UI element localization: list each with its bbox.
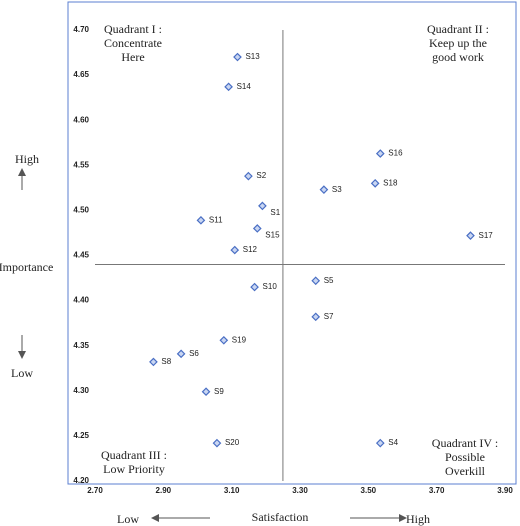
point bbox=[196, 215, 206, 225]
point bbox=[233, 52, 242, 62]
point-label: S14 bbox=[237, 82, 252, 91]
y-tick-label: 4.40 bbox=[73, 296, 89, 305]
point bbox=[149, 357, 158, 367]
point bbox=[466, 231, 475, 241]
y-tick-label: 4.35 bbox=[73, 341, 89, 350]
point bbox=[370, 178, 380, 188]
x-tick-label: 2.70 bbox=[87, 486, 103, 495]
point-label: S12 bbox=[243, 245, 258, 254]
point bbox=[311, 276, 321, 286]
y-low: Low bbox=[11, 366, 33, 380]
point bbox=[224, 82, 233, 92]
y-tick-label: 4.25 bbox=[73, 431, 89, 440]
point-label: S2 bbox=[256, 171, 266, 180]
quadrant-label: Low Priority bbox=[103, 462, 165, 476]
point-label: S10 bbox=[263, 282, 278, 291]
point-label: S4 bbox=[388, 438, 398, 447]
x-tick-label: 2.90 bbox=[156, 486, 172, 495]
point-label: S16 bbox=[388, 149, 403, 158]
quadrant-label: Quadrant IV : bbox=[432, 436, 498, 450]
point bbox=[250, 282, 259, 292]
x-tick-label: 3.70 bbox=[429, 486, 445, 495]
quadrant-label: Keep up the bbox=[429, 36, 487, 50]
point bbox=[252, 224, 262, 233]
point-label: S18 bbox=[383, 178, 398, 187]
point-label: S11 bbox=[209, 215, 223, 224]
point bbox=[244, 171, 253, 181]
quadrant-label: Here bbox=[121, 50, 144, 64]
point-label: S7 bbox=[324, 312, 334, 321]
x-tick-label: 3.30 bbox=[292, 486, 308, 495]
point bbox=[375, 438, 385, 448]
x-low: Low bbox=[117, 512, 139, 526]
point bbox=[201, 387, 211, 397]
quadrant-label: Quadrant II : bbox=[427, 22, 489, 36]
point bbox=[230, 245, 240, 255]
y-tick-label: 4.30 bbox=[73, 386, 89, 395]
y-tick-label: 4.65 bbox=[73, 70, 89, 79]
y-tick-label: 4.50 bbox=[73, 206, 89, 215]
x-tick-label: 3.50 bbox=[361, 486, 377, 495]
quadrant-label: Possible bbox=[445, 450, 485, 464]
point bbox=[176, 349, 186, 359]
y-tick-label: 4.55 bbox=[73, 160, 89, 169]
point-label: S20 bbox=[225, 438, 240, 447]
x-tick-label: 3.10 bbox=[224, 486, 240, 495]
y-tick-label: 4.45 bbox=[73, 251, 89, 260]
quadrant-label: Overkill bbox=[445, 464, 486, 478]
point bbox=[258, 201, 267, 211]
point bbox=[219, 335, 229, 345]
y-tick-label: 4.70 bbox=[73, 25, 89, 34]
point-label: S15 bbox=[265, 231, 280, 240]
point bbox=[212, 438, 222, 448]
y-axis-label: Importance bbox=[0, 260, 53, 274]
quadrant-label: good work bbox=[432, 50, 484, 64]
point-label: S8 bbox=[161, 357, 171, 366]
quadrant-label: Concentrate bbox=[104, 36, 162, 50]
x-axis-label: Satisfaction bbox=[252, 510, 309, 524]
x-high: High bbox=[406, 512, 430, 526]
point-label: S1 bbox=[270, 208, 280, 217]
quadrant-label: Quadrant I : bbox=[104, 22, 162, 36]
point-label: S5 bbox=[324, 276, 334, 285]
point-label: S13 bbox=[245, 52, 260, 61]
plot-border bbox=[67, 1, 517, 485]
y-high: High bbox=[15, 152, 39, 166]
point-label: S9 bbox=[214, 387, 224, 396]
point-label: S3 bbox=[332, 185, 342, 194]
point bbox=[319, 185, 329, 195]
point bbox=[375, 149, 385, 158]
quadrant-label: Quadrant III : bbox=[101, 448, 167, 462]
point-label: S19 bbox=[232, 335, 247, 344]
y-tick-label: 4.60 bbox=[73, 115, 89, 124]
point-label: S17 bbox=[478, 231, 493, 240]
y-tick-label: 4.20 bbox=[73, 476, 89, 485]
point-label: S6 bbox=[189, 349, 199, 358]
point bbox=[311, 312, 321, 322]
x-tick-label: 3.90 bbox=[497, 486, 513, 495]
